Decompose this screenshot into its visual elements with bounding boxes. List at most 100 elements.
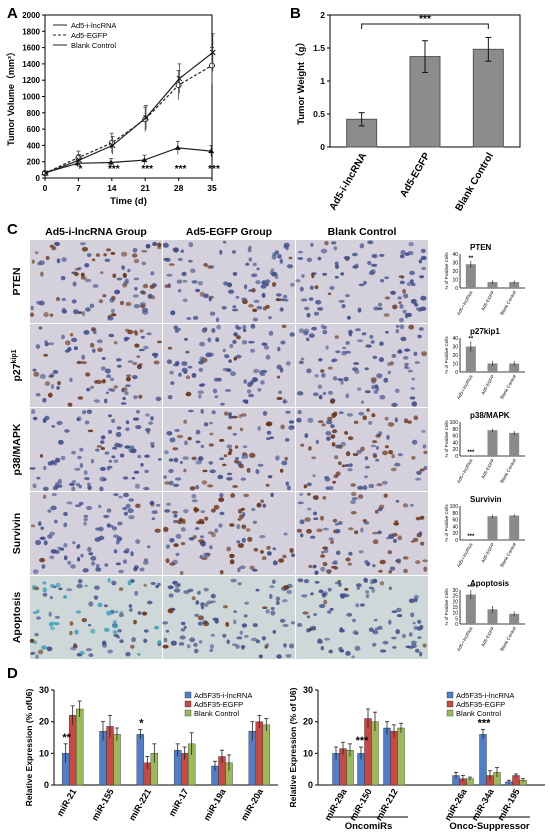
c-cell-nucleus	[345, 650, 351, 656]
c-cell-nucleus	[240, 413, 247, 417]
c-cell-nucleus	[84, 477, 90, 481]
c-cell-nucleus	[260, 550, 264, 554]
c-cell-nucleus	[255, 639, 261, 644]
c-cell-nucleus	[226, 639, 230, 645]
b-ytick-label: 1.5	[313, 43, 325, 53]
c-cell-nucleus	[185, 350, 190, 354]
c-cell-nucleus	[402, 556, 409, 560]
c-cell-nucleus	[105, 248, 112, 252]
c-cell-nucleus	[261, 342, 268, 346]
c-minichart-ytick-label: 0	[455, 370, 458, 376]
a-series-line	[44, 65, 213, 174]
c-cell-nucleus	[79, 447, 84, 452]
c-cell-nucleus	[402, 309, 407, 314]
panel-a-line-chart: 0 200 400 600 800 1000 1200 1400 1600 1800 2000 0 7 1…	[6, 11, 220, 207]
d-ytick-label: 20	[39, 717, 49, 727]
c-cell-nucleus	[219, 570, 224, 575]
c-cell-nucleus	[109, 377, 115, 382]
c-row-label: Apoptosis	[11, 592, 23, 643]
c-cell-nucleus	[200, 444, 205, 449]
c-cell-nucleus	[352, 367, 359, 372]
c-cell-nucleus	[99, 466, 106, 471]
c-cell-nucleus	[151, 517, 155, 521]
c-cell-nucleus	[328, 390, 333, 395]
c-minichart-ytick-label: 10	[452, 611, 458, 617]
c-cell-nucleus	[67, 347, 72, 352]
c-cell-nucleus	[102, 379, 106, 384]
c-cell-nucleus	[95, 567, 102, 572]
c-cell-nucleus	[45, 255, 50, 261]
c-cell-nucleus	[182, 456, 189, 460]
c-cell-nucleus	[414, 648, 420, 653]
c-cell-nucleus	[252, 377, 258, 383]
b-ytick-label: 0.5	[313, 109, 325, 119]
c-cell-nucleus	[420, 255, 427, 261]
c-cell-nucleus	[286, 589, 293, 595]
c-minichart-bar	[509, 613, 520, 624]
c-cell-nucleus	[226, 444, 233, 449]
c-cell-nucleus	[40, 536, 46, 540]
c-cell-nucleus	[340, 272, 345, 276]
c-cell-nucleus	[379, 649, 387, 653]
c-cell-nucleus	[46, 646, 53, 652]
c-cell-nucleus	[286, 485, 291, 491]
c-cell-nucleus	[82, 410, 87, 415]
c-cell-nucleus	[383, 377, 389, 383]
a-ytick-label: 1400	[22, 60, 40, 69]
c-cell-nucleus	[228, 415, 234, 419]
c-cell-nucleus	[173, 519, 178, 524]
c-cell-nucleus	[90, 628, 96, 634]
c-cell-nucleus	[378, 504, 385, 510]
c-cell-nucleus	[180, 249, 184, 253]
c-micrograph-tile	[30, 576, 162, 659]
c-cell-nucleus	[375, 434, 381, 438]
c-cell-nucleus	[222, 463, 227, 467]
c-minichart-ytick-label: 40	[452, 252, 458, 258]
c-cell-nucleus	[191, 373, 197, 378]
c-cell-nucleus	[77, 578, 83, 584]
c-cell-nucleus	[54, 519, 58, 524]
panel-d-left-bar-chart: 0 10 20 30 Relative Expression (% ofU6) miR-2…	[24, 685, 278, 822]
d-ytick-label: 30	[39, 685, 49, 695]
a-xtick-label: 14	[107, 183, 117, 193]
c-cell-nucleus	[397, 535, 403, 541]
c-cell-nucleus	[353, 420, 359, 424]
c-cell-nucleus	[391, 636, 397, 640]
c-cell-nucleus	[112, 620, 117, 625]
c-cell-nucleus	[255, 588, 260, 592]
c-cell-nucleus	[364, 390, 371, 394]
d-legend-swatch	[446, 709, 454, 717]
c-cell-nucleus	[363, 281, 367, 285]
a-ytick-label: 600	[27, 125, 41, 134]
c-cell-nucleus	[203, 422, 209, 427]
c-cell-nucleus	[56, 296, 60, 302]
panel-c-ihc-grid: Ad5-i-lncRNA Group Ad5-EGFP Group Blank Co…	[11, 226, 525, 659]
c-cell-nucleus	[239, 427, 244, 432]
c-cell-nucleus	[420, 248, 426, 253]
panel-letter-a: A	[7, 5, 18, 22]
c-cell-nucleus	[414, 361, 420, 364]
c-cell-nucleus	[56, 420, 63, 426]
c-cell-nucleus	[253, 547, 259, 552]
c-cell-nucleus	[269, 436, 274, 440]
c-cell-nucleus	[89, 342, 95, 348]
c-cell-nucleus	[116, 277, 123, 281]
c-cell-nucleus	[135, 425, 142, 430]
c-cell-nucleus	[133, 258, 140, 264]
c-cell-nucleus	[416, 626, 423, 631]
c-cell-nucleus	[257, 425, 261, 431]
c-cell-nucleus	[71, 486, 76, 492]
c-cell-nucleus	[235, 295, 240, 299]
c-cell-nucleus	[51, 425, 56, 428]
c-cell-nucleus	[214, 395, 219, 399]
c-cell-nucleus	[359, 243, 365, 249]
c-cell-nucleus	[404, 366, 410, 370]
c-minichart-bar	[509, 515, 520, 540]
c-cell-nucleus	[122, 396, 126, 401]
c-minichart-ytick-label: 80	[452, 427, 458, 433]
c-cell-nucleus	[173, 457, 179, 463]
a-legend-label: Ad5-i-lncRNA	[71, 21, 116, 30]
c-cell-nucleus	[176, 279, 183, 284]
c-cell-nucleus	[224, 354, 230, 359]
c-cell-nucleus	[277, 346, 281, 352]
